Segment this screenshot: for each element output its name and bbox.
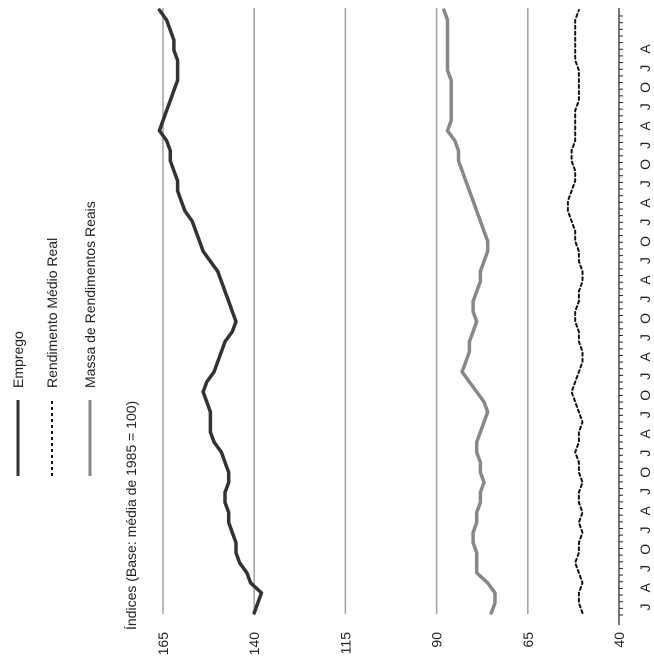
x-tick-label: O [637,390,653,401]
x-tick-label: J [637,604,653,611]
series-line-1 [157,8,264,615]
x-tick-label: O [637,313,653,324]
x-tick-label: A [637,428,653,438]
x-tick-label: J [637,450,653,457]
y-tick-label: 90 [429,632,445,648]
legend-label-2: Rendimento Médio Real [44,238,60,388]
x-tick-label: A [637,352,653,362]
y-tick-label: 140 [246,632,262,656]
x-tick-label: O [637,544,653,555]
legend-label-1: Emprego [10,331,26,388]
x-tick-label: A [637,505,653,515]
series-line-3 [442,8,497,615]
x-tick-label: O [637,467,653,478]
x-tick-label: O [637,82,653,93]
x-tick-label: A [637,582,653,592]
series-line-2 [566,9,584,614]
x-tick-label: A [637,121,653,131]
x-tick-label: J [637,296,653,303]
y-tick-label: 65 [520,632,536,648]
x-tick-label: O [637,159,653,170]
y-tick-label: 40 [611,632,627,648]
x-tick-label: A [637,198,653,208]
x-tick-label: J [637,180,653,187]
grid-lines [162,8,529,614]
x-tick-label: J [637,373,653,380]
x-tick-label: J [637,65,653,72]
y-axis-label: Índices (Base: média de 1985 = 100) [123,401,139,630]
y-tick-labels: 165 140 115 90 65 40 [155,632,627,656]
x-tick-label: J [637,257,653,264]
x-axis [618,8,623,625]
x-tick-label: J [637,527,653,534]
x-tick-label: J [637,219,653,226]
legend: Emprego Rendimento Médio Real Massa de Ren… [10,201,98,476]
x-tick-label: J [637,565,653,572]
x-tick-label: O [637,236,653,247]
x-tick-label: J [637,411,653,418]
x-tick-label: A [637,44,653,54]
x-tick-label: J [637,103,653,110]
x-tick-label: J [637,142,653,149]
legend-label-3: Massa de Rendimentos Reais [82,201,98,388]
x-tick-label: J [637,334,653,341]
y-tick-label: 165 [155,632,171,656]
x-tick-label: J [637,488,653,495]
x-tick-labels: J A J O J A J O J A J O J A J O J A J O J A J O J A J O J A [637,44,653,611]
y-tick-label: 115 [337,632,353,655]
series-lines [157,8,584,615]
x-tick-label: A [637,275,653,285]
